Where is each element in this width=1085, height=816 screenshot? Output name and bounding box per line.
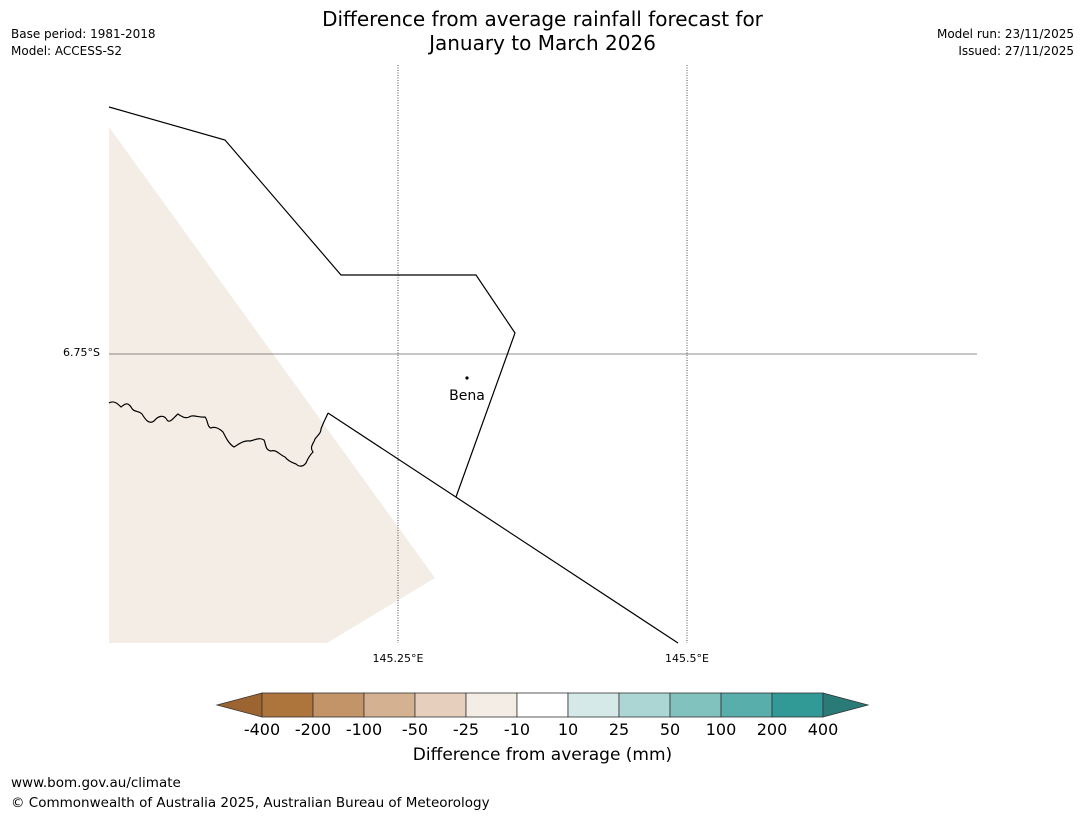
colorbar-title: Difference from average (mm) xyxy=(412,745,673,765)
lon-label-145-25e: 145.25°E xyxy=(372,652,424,665)
map-title: Difference from average rainfall forecas… xyxy=(0,7,1085,55)
colorbar-tick-label: -50 xyxy=(401,720,429,739)
colorbar-segment xyxy=(312,692,365,718)
colorbar-extend-low xyxy=(215,692,263,718)
footer-url: www.bom.gov.au/climate xyxy=(11,775,181,791)
colorbar-extend-high xyxy=(822,692,870,718)
metadata-left: Base period: 1981-2018 Model: ACCESS-S2 xyxy=(11,26,156,60)
colorbar xyxy=(215,692,870,718)
colorbar-tick-label: -25 xyxy=(452,720,480,739)
colorbar-segment xyxy=(618,692,671,718)
forecast-fill-area xyxy=(109,127,435,643)
colorbar-tick-label: 50 xyxy=(659,720,681,739)
colorbar-segment xyxy=(516,692,569,718)
colorbar-tick-label: 200 xyxy=(756,720,788,739)
colorbar-tick-label: 25 xyxy=(608,720,630,739)
boundary-river-border xyxy=(108,401,329,467)
colorbar-segment xyxy=(567,692,620,718)
colorbar-tick-label: -10 xyxy=(503,720,531,739)
boundary-line-north xyxy=(108,106,516,498)
colorbar-segment xyxy=(414,692,467,718)
model-name: Model: ACCESS-S2 xyxy=(11,44,123,58)
colorbar-segment xyxy=(771,692,824,718)
colorbar-segment xyxy=(669,692,722,718)
boundary-line-south xyxy=(327,412,679,644)
colorbar-segment xyxy=(465,692,518,718)
colorbar-segment xyxy=(261,692,314,718)
base-period: Base period: 1981-2018 xyxy=(11,27,156,41)
title-line-1: Difference from average rainfall forecas… xyxy=(322,7,763,31)
issued-date: Issued: 27/11/2025 xyxy=(958,44,1074,58)
model-run: Model run: 23/11/2025 xyxy=(936,27,1074,41)
colorbar-segment xyxy=(363,692,416,718)
colorbar-tick-label: -200 xyxy=(294,720,332,739)
colorbar-tick-label: -400 xyxy=(243,720,281,739)
place-label-bena: Bena xyxy=(449,388,485,404)
place-marker-bena xyxy=(465,376,469,380)
colorbar-tick-label: -100 xyxy=(345,720,383,739)
colorbar-tick-label: 400 xyxy=(807,720,839,739)
colorbar-tick-label: 10 xyxy=(557,720,579,739)
lon-label-145-5e: 145.5°E xyxy=(665,652,709,665)
title-line-2: January to March 2026 xyxy=(429,31,656,55)
metadata-right: Model run: 23/11/2025 Issued: 27/11/2025 xyxy=(937,26,1074,60)
colorbar-tick-label: 100 xyxy=(705,720,737,739)
colorbar-segment xyxy=(720,692,773,718)
footer-copyright: © Commonwealth of Australia 2025, Austra… xyxy=(11,795,490,811)
lat-label-6-75s: 6.75°S xyxy=(63,346,100,359)
